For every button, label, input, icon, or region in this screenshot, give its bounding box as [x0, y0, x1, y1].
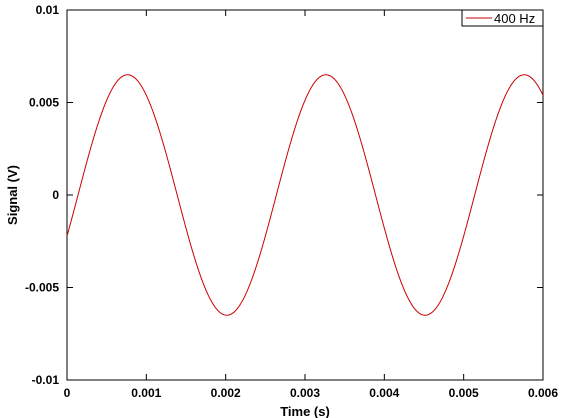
- x-tick-label-5: 0.005: [449, 386, 479, 400]
- x-tick-label-3: 0.003: [290, 386, 320, 400]
- y-tick-label-1: 0.005: [29, 96, 59, 110]
- y-tick-label-2: 0: [52, 188, 59, 202]
- x-tick-label-0: 0: [64, 386, 71, 400]
- y-axis-label: Signal (V): [5, 165, 20, 225]
- y-tick-label-0: 0.01: [36, 3, 60, 17]
- x-tick-label-6: 0.006: [528, 386, 558, 400]
- legend: 400 Hz: [461, 9, 544, 27]
- legend-box: [461, 9, 544, 27]
- legend-label: 400 Hz: [494, 11, 535, 26]
- y-tick-label-4: -0.01: [32, 373, 60, 387]
- x-tick-label-1: 0.001: [131, 386, 161, 400]
- x-axis-label: Time (s): [280, 404, 330, 418]
- y-axis-ticks: [67, 9, 543, 381]
- x-tick-label-2: 0.002: [211, 386, 241, 400]
- plot-area: [66, 9, 544, 381]
- y-tick-label-3: -0.005: [25, 281, 59, 295]
- series-line-400hz: [66, 74, 544, 316]
- x-tick-label-4: 0.004: [369, 386, 399, 400]
